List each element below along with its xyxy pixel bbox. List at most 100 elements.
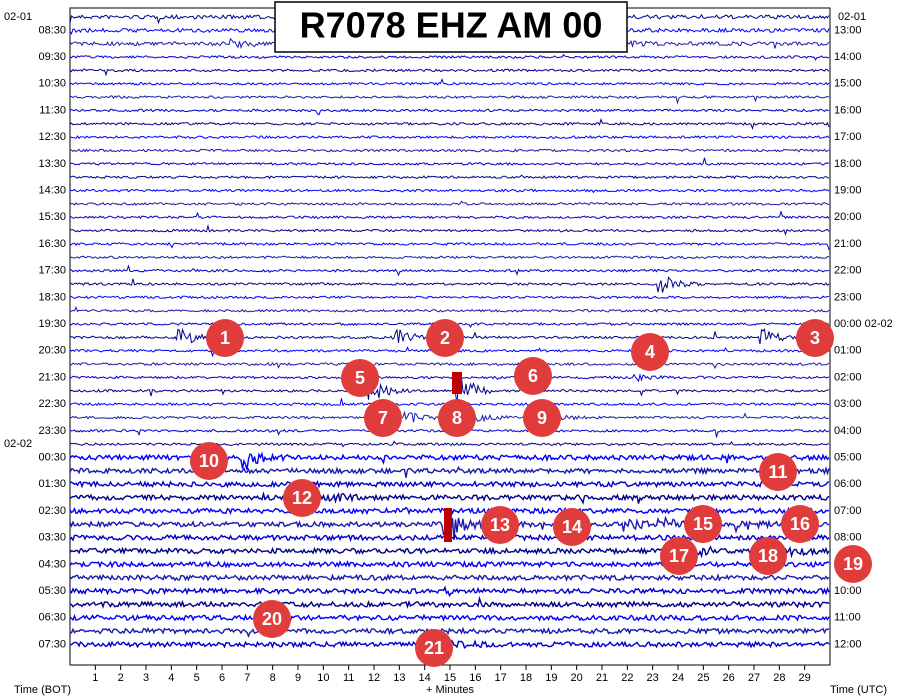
time-label: 11:30 — [39, 104, 66, 116]
trace — [69, 241, 830, 250]
time-label: 06:00 — [834, 478, 862, 490]
marker-label: 7 — [378, 408, 388, 428]
marker — [206, 319, 244, 357]
x-tick-label: 9 — [295, 672, 301, 684]
date-label: 02-01 — [4, 11, 32, 23]
trace — [69, 362, 830, 370]
x-tick-label: 24 — [672, 672, 684, 684]
x-tick-label: 28 — [773, 672, 785, 684]
marker-label: 13 — [490, 515, 510, 535]
trace — [69, 77, 830, 86]
time-label: 12:00 — [834, 638, 862, 650]
trace — [69, 595, 830, 609]
time-label: 15:30 — [38, 211, 66, 223]
marker — [660, 537, 698, 575]
x-tick-label: 21 — [596, 672, 608, 684]
x-tick-label: 2 — [118, 672, 124, 684]
time-label: 00:30 — [38, 451, 66, 463]
marker-label: 3 — [810, 328, 820, 348]
axis-label: Time (UTC) — [830, 684, 887, 696]
x-tick-label: 7 — [244, 672, 250, 684]
trace — [69, 255, 829, 260]
marker — [759, 453, 797, 491]
marker-label: 14 — [562, 517, 582, 537]
x-tick-label: 12 — [368, 672, 380, 684]
marker — [514, 357, 552, 395]
marker — [631, 333, 669, 371]
marker-label: 12 — [292, 488, 312, 508]
marker — [834, 545, 872, 583]
marker — [364, 399, 402, 437]
marker-label: 9 — [537, 408, 547, 428]
trace — [69, 480, 830, 489]
trace — [69, 53, 830, 61]
x-tick-label: 8 — [270, 672, 276, 684]
marker-label: 21 — [424, 638, 444, 658]
axis-label: Time (BOT) — [14, 684, 71, 696]
marker — [190, 442, 228, 480]
marker-label: 20 — [262, 609, 282, 629]
time-label: 19:30 — [38, 318, 66, 330]
time-label: 18:00 — [834, 158, 862, 170]
time-label: 03:30 — [38, 532, 66, 544]
x-tick-label: 26 — [723, 672, 735, 684]
trace — [69, 157, 830, 166]
x-tick-label: 13 — [393, 672, 405, 684]
marker-label: 1 — [220, 328, 230, 348]
x-tick-label: 20 — [571, 672, 583, 684]
marker-label: 2 — [440, 328, 450, 348]
marker-label: 17 — [669, 546, 689, 566]
trace — [69, 95, 829, 105]
trace — [69, 148, 830, 153]
time-label: 10:30 — [38, 78, 66, 90]
x-tick-label: 3 — [143, 672, 149, 684]
time-label: 02:30 — [38, 505, 66, 517]
trace — [69, 585, 830, 598]
time-label: 08:00 — [834, 532, 862, 544]
time-label: 23:30 — [38, 425, 66, 437]
marker-label: 15 — [693, 514, 713, 534]
trace — [69, 68, 830, 77]
marker-label: 19 — [843, 554, 863, 574]
trace — [69, 135, 830, 140]
time-label: 17:00 — [834, 131, 862, 143]
trace — [69, 560, 830, 569]
x-tick-label: 16 — [469, 672, 481, 684]
event-flag — [444, 508, 452, 542]
x-tick-label: 11 — [343, 672, 354, 684]
trace — [69, 305, 830, 313]
trace — [69, 440, 830, 448]
marker — [341, 359, 379, 397]
time-label: 23:00 — [834, 291, 862, 303]
time-label: 20:00 — [834, 211, 862, 223]
trace — [69, 210, 830, 220]
trace — [69, 224, 830, 237]
time-label: 19:00 — [834, 184, 862, 196]
time-label: 12:30 — [38, 131, 66, 143]
trace — [69, 545, 830, 559]
x-tick-label: 29 — [799, 672, 811, 684]
trace — [69, 626, 830, 638]
marker — [749, 537, 787, 575]
axis-label: + Minutes — [426, 684, 474, 696]
time-label: 09:30 — [38, 51, 66, 63]
time-label: 01:30 — [38, 478, 66, 490]
title-box — [274, 1, 628, 53]
time-label: 13:30 — [38, 158, 66, 170]
trace — [69, 264, 830, 277]
trace — [69, 491, 830, 505]
x-tick-label: 15 — [444, 672, 456, 684]
title: R7078 EHZ AM 00 — [300, 5, 603, 46]
marker-label: 6 — [528, 366, 538, 386]
time-label: 02:00 — [834, 371, 862, 383]
time-label: 06:30 — [38, 612, 66, 624]
marker — [438, 399, 476, 437]
x-tick-label: 18 — [520, 672, 532, 684]
marker — [283, 479, 321, 517]
event-flag — [452, 372, 462, 394]
trace — [69, 117, 830, 131]
marker-label: 8 — [452, 408, 462, 428]
time-label: 04:30 — [38, 558, 66, 570]
time-label: 17:30 — [38, 265, 66, 277]
